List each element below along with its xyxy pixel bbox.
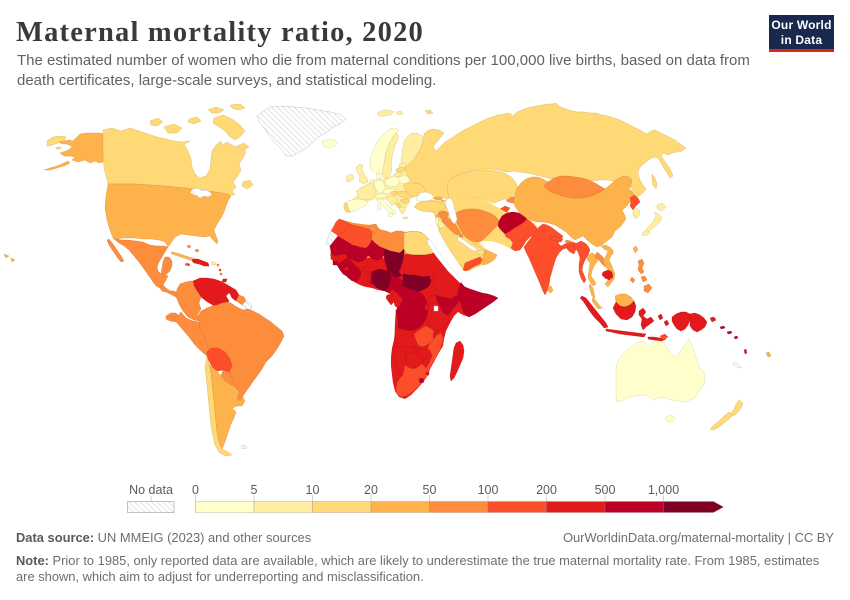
svg-text:5: 5 (251, 483, 258, 497)
svg-text:200: 200 (536, 483, 557, 497)
svg-text:No data: No data (129, 483, 173, 497)
svg-text:10: 10 (306, 483, 320, 497)
svg-text:1,000: 1,000 (648, 483, 679, 497)
svg-text:100: 100 (478, 483, 499, 497)
svg-text:20: 20 (364, 483, 378, 497)
svg-text:500: 500 (595, 483, 616, 497)
svg-text:50: 50 (423, 483, 437, 497)
svg-text:0: 0 (192, 483, 199, 497)
